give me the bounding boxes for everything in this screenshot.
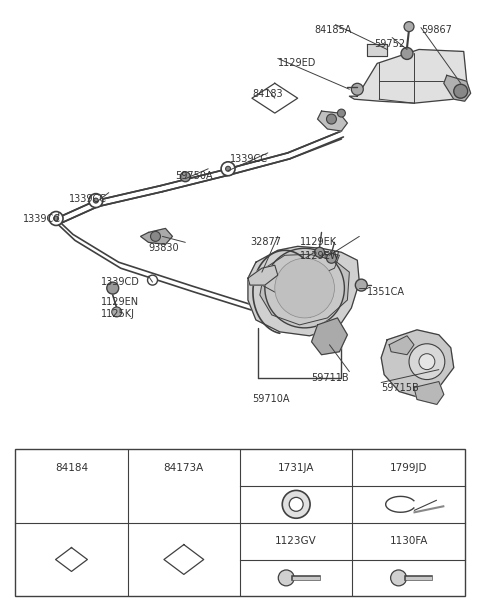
Text: 1123GV: 1123GV — [276, 536, 317, 546]
Text: 59752: 59752 — [374, 39, 405, 48]
Polygon shape — [381, 330, 454, 398]
Text: 84185A: 84185A — [314, 25, 352, 35]
Polygon shape — [349, 50, 467, 103]
Text: 1799JD: 1799JD — [390, 462, 427, 473]
Circle shape — [151, 231, 160, 241]
Circle shape — [221, 162, 235, 176]
Text: 93830: 93830 — [148, 244, 179, 253]
Circle shape — [409, 344, 445, 379]
Circle shape — [147, 275, 157, 285]
Polygon shape — [312, 318, 348, 355]
Circle shape — [107, 282, 119, 294]
Circle shape — [278, 570, 294, 586]
Circle shape — [89, 194, 103, 208]
Text: 1129EW: 1129EW — [300, 251, 340, 261]
Text: 1129EK: 1129EK — [300, 238, 337, 247]
Polygon shape — [248, 246, 360, 336]
Text: 1339CC: 1339CC — [69, 194, 107, 204]
Circle shape — [454, 84, 468, 98]
Text: 84184: 84184 — [55, 462, 88, 473]
Circle shape — [275, 258, 335, 318]
Circle shape — [355, 279, 367, 291]
Polygon shape — [414, 382, 444, 404]
Polygon shape — [141, 228, 172, 244]
Circle shape — [391, 570, 407, 586]
Circle shape — [265, 248, 344, 328]
Circle shape — [351, 83, 363, 95]
Text: 1339CD: 1339CD — [101, 277, 140, 287]
Polygon shape — [248, 265, 278, 285]
Text: 1125KJ: 1125KJ — [101, 309, 135, 319]
Text: 59711B: 59711B — [312, 373, 349, 382]
Text: 59715B: 59715B — [381, 382, 419, 393]
Text: 1339CC: 1339CC — [230, 154, 268, 164]
Circle shape — [285, 268, 324, 308]
Text: 1351CA: 1351CA — [367, 287, 405, 297]
Polygon shape — [444, 75, 471, 101]
Circle shape — [226, 166, 230, 171]
Circle shape — [93, 198, 98, 203]
Circle shape — [180, 171, 190, 182]
Text: 1129ED: 1129ED — [278, 58, 316, 68]
Text: 59710A: 59710A — [252, 395, 289, 404]
Circle shape — [112, 307, 122, 317]
Text: 1129EN: 1129EN — [101, 297, 139, 307]
Text: 84183: 84183 — [252, 89, 283, 99]
Circle shape — [326, 253, 336, 263]
Text: 59867: 59867 — [421, 25, 452, 35]
Circle shape — [54, 216, 59, 221]
Polygon shape — [164, 545, 204, 574]
Circle shape — [401, 47, 413, 59]
Polygon shape — [260, 255, 349, 325]
Circle shape — [49, 211, 63, 225]
Polygon shape — [367, 44, 387, 56]
Text: 1130FA: 1130FA — [389, 536, 428, 546]
Text: 84173A: 84173A — [164, 462, 204, 473]
Polygon shape — [318, 111, 348, 131]
Bar — [15, 449, 465, 596]
Circle shape — [314, 247, 324, 258]
Text: 1339CC: 1339CC — [23, 213, 61, 224]
Text: 59750A: 59750A — [175, 171, 213, 181]
Circle shape — [419, 354, 435, 370]
Text: 32877: 32877 — [250, 238, 281, 247]
Circle shape — [289, 498, 303, 511]
Circle shape — [282, 490, 310, 518]
Circle shape — [404, 22, 414, 32]
Polygon shape — [56, 548, 87, 571]
Text: 1731JA: 1731JA — [278, 462, 314, 473]
Circle shape — [326, 114, 336, 124]
Circle shape — [337, 109, 346, 117]
Polygon shape — [252, 83, 298, 113]
Polygon shape — [389, 336, 414, 355]
